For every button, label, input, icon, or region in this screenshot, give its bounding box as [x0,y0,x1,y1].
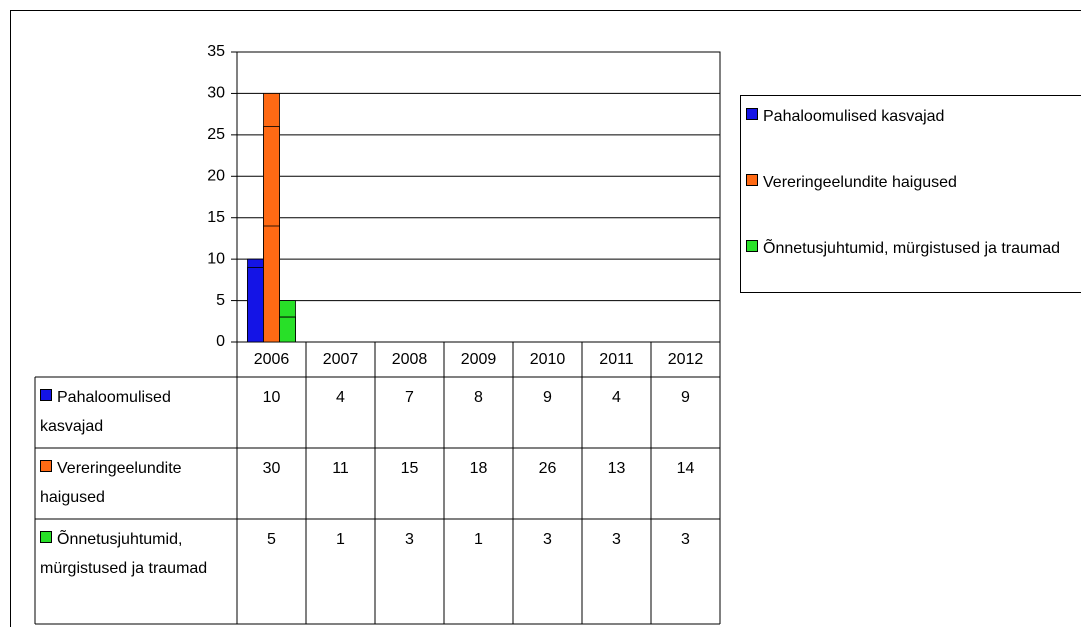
y-tick-label: 20 [207,168,225,185]
table-value: 18 [470,460,488,477]
table-value: 7 [405,389,414,406]
table-value: 9 [543,389,552,406]
legend-swatch [40,389,52,401]
table-row-header: Vereringeelundite haigused [40,454,232,512]
legend-box [740,95,1081,293]
table-row-header: Pahaloomulised kasvajad [40,383,232,441]
table-value: 15 [401,460,419,477]
x-tick-label: 2008 [392,351,428,368]
legend-swatch [746,108,758,120]
legend-swatch [746,174,758,186]
x-tick-label: 2007 [323,351,359,368]
bar [279,316,296,343]
table-row-header: Õnnetusjuhtumid, mürgistused ja traumad [40,525,232,583]
table-value: 30 [263,460,281,477]
table-value: 11 [332,460,349,477]
y-tick-label: 10 [207,250,225,267]
legend-entry: Õnnetusjuhtumid, mürgistused ja traumad [746,234,1076,263]
table-value: 3 [405,531,414,548]
table-value: 14 [677,460,695,477]
table-value: 1 [474,531,483,548]
legend-entry: Pahaloomulised kasvajad [746,102,1076,131]
x-tick-label: 2009 [461,351,497,368]
table-value: 10 [263,389,281,406]
bar [247,267,264,343]
chart-border [10,10,1081,627]
y-tick-label: 15 [207,209,225,226]
x-tick-label: 2011 [599,351,634,368]
x-tick-label: 2012 [668,351,704,368]
table-value: 4 [336,389,345,406]
legend-swatch [40,460,52,472]
y-tick-label: 5 [216,292,225,309]
x-tick-label: 2010 [530,351,566,368]
legend-entry-text: Vereringeelundite haigused [763,174,957,191]
bar [263,225,280,343]
table-value: 13 [608,460,626,477]
legend-entry: Vereringeelundite haigused [746,168,1076,197]
legend-swatch [746,240,758,252]
table-value: 3 [612,531,621,548]
table-row-header-text: Pahaloomulised kasvajad [40,389,171,435]
legend-swatch [40,531,52,543]
table-value: 3 [543,531,552,548]
plot-frame [236,51,721,343]
y-tick-label: 35 [207,43,225,60]
table-value: 9 [681,389,690,406]
y-tick-label: 0 [216,333,225,350]
table-row-header-text: Õnnetusjuhtumid, mürgistused ja traumad [40,531,208,577]
x-tick-label: 2006 [254,351,290,368]
table-value: 26 [539,460,557,477]
table-value: 8 [474,389,483,406]
table-row-header-text: Vereringeelundite haigused [40,460,182,506]
table-value: 3 [681,531,690,548]
table-value: 5 [267,531,276,548]
y-tick-label: 30 [207,85,225,102]
table-value: 4 [612,389,621,406]
legend-entry-text: Õnnetusjuhtumid, mürgistused ja traumad [763,240,1061,257]
table-value: 1 [336,531,345,548]
legend-entry-text: Pahaloomulised kasvajad [763,108,945,125]
y-tick-label: 25 [207,126,225,143]
